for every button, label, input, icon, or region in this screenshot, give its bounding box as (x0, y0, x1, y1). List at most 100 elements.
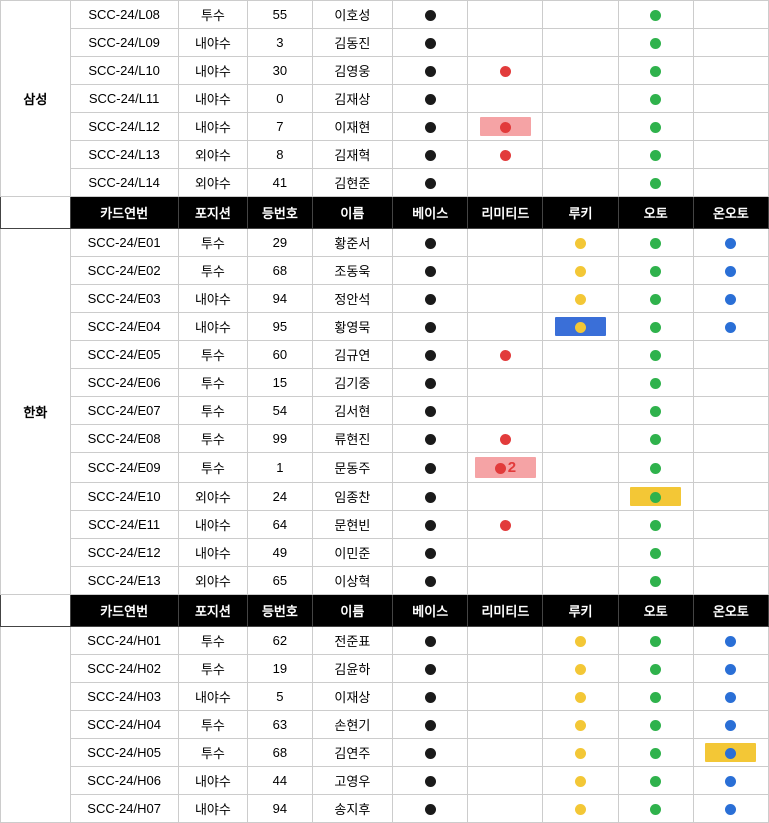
team-cell (1, 627, 71, 823)
auto-cell (618, 655, 693, 683)
auto-cell (618, 567, 693, 595)
num-cell: 68 (248, 739, 312, 767)
rookie-cell (543, 539, 618, 567)
auto-cell (618, 57, 693, 85)
card-cell: SCC-24/E04 (70, 313, 178, 341)
table-row: SCC-24/E07투수54김서현 (1, 397, 769, 425)
header-base: 베이스 (393, 197, 468, 229)
rookie-cell (543, 425, 618, 453)
table-row: SCC-24/L14외야수41김현준 (1, 169, 769, 197)
base-cell (393, 655, 468, 683)
num-cell: 19 (248, 655, 312, 683)
card-table: 삼성SCC-24/L08투수55이호성SCC-24/L09내야수3김동진SCC-… (0, 0, 769, 823)
name-cell: 고영우 (312, 767, 393, 795)
limited-cell (468, 285, 543, 313)
name-cell: 문동주 (312, 453, 393, 483)
base-cell (393, 141, 468, 169)
base-cell (393, 169, 468, 197)
num-cell: 29 (248, 229, 312, 257)
card-cell: SCC-24/L11 (70, 85, 178, 113)
card-cell: SCC-24/H01 (70, 627, 178, 655)
auto-cell (618, 795, 693, 823)
limited-cell (468, 29, 543, 57)
limited-cell (468, 425, 543, 453)
num-cell: 55 (248, 1, 312, 29)
name-cell: 김재혁 (312, 141, 393, 169)
onauto-cell (693, 141, 768, 169)
header-onauto: 온오토 (693, 595, 768, 627)
limited-cell: 2 (468, 453, 543, 483)
num-cell: 7 (248, 113, 312, 141)
num-cell: 63 (248, 711, 312, 739)
table-row: SCC-24/E03내야수94정안석 (1, 285, 769, 313)
rookie-cell (543, 141, 618, 169)
table-row: SCC-24/E12내야수49이민준 (1, 539, 769, 567)
onauto-cell (693, 567, 768, 595)
onauto-cell (693, 711, 768, 739)
card-cell: SCC-24/L14 (70, 169, 178, 197)
base-cell (393, 739, 468, 767)
pos-cell: 내야수 (178, 313, 248, 341)
table-row: SCC-24/H05투수68김연주 (1, 739, 769, 767)
base-cell (393, 313, 468, 341)
name-cell: 조동욱 (312, 257, 393, 285)
limited-cell (468, 511, 543, 539)
card-cell: SCC-24/L12 (70, 113, 178, 141)
base-cell (393, 425, 468, 453)
base-cell (393, 113, 468, 141)
team-cell: 한화 (1, 229, 71, 595)
auto-cell (618, 483, 693, 511)
num-cell: 30 (248, 57, 312, 85)
num-cell: 54 (248, 397, 312, 425)
table-row: SCC-24/L13외야수8김재혁 (1, 141, 769, 169)
table-row: SCC-24/E04내야수95황영묵 (1, 313, 769, 341)
name-cell: 전준표 (312, 627, 393, 655)
header-base: 베이스 (393, 595, 468, 627)
header-name: 이름 (312, 197, 393, 229)
limited-cell (468, 711, 543, 739)
auto-cell (618, 739, 693, 767)
onauto-cell (693, 739, 768, 767)
rookie-cell (543, 1, 618, 29)
header-auto: 오토 (618, 197, 693, 229)
name-cell: 정안석 (312, 285, 393, 313)
pos-cell: 외야수 (178, 567, 248, 595)
header-team: 구단 (1, 595, 71, 627)
auto-cell (618, 511, 693, 539)
name-cell: 황영묵 (312, 313, 393, 341)
table-row: 한화SCC-24/E01투수29황준서 (1, 229, 769, 257)
card-cell: SCC-24/E03 (70, 285, 178, 313)
onauto-cell (693, 57, 768, 85)
table-row: SCC-24/E13외야수65이상혁 (1, 567, 769, 595)
name-cell: 이민준 (312, 539, 393, 567)
table-row: SCC-24/H02투수19김윤하 (1, 655, 769, 683)
card-cell: SCC-24/E09 (70, 453, 178, 483)
num-cell: 60 (248, 341, 312, 369)
card-cell: SCC-24/E12 (70, 539, 178, 567)
onauto-cell (693, 655, 768, 683)
auto-cell (618, 1, 693, 29)
header-pos: 포지션 (178, 197, 248, 229)
rookie-cell (543, 369, 618, 397)
card-cell: SCC-24/H05 (70, 739, 178, 767)
num-cell: 49 (248, 539, 312, 567)
table-row: SCC-24/E10외야수24임종찬 (1, 483, 769, 511)
limited-cell (468, 313, 543, 341)
table-row: SCC-24/E08투수99류현진 (1, 425, 769, 453)
limited-cell (468, 655, 543, 683)
pos-cell: 내야수 (178, 539, 248, 567)
pos-cell: 내야수 (178, 85, 248, 113)
base-cell (393, 683, 468, 711)
auto-cell (618, 229, 693, 257)
pos-cell: 내야수 (178, 113, 248, 141)
base-cell (393, 711, 468, 739)
pos-cell: 투수 (178, 453, 248, 483)
header-onauto: 온오토 (693, 197, 768, 229)
base-cell (393, 511, 468, 539)
num-cell: 94 (248, 795, 312, 823)
header-rookie: 루키 (543, 197, 618, 229)
onauto-cell (693, 539, 768, 567)
onauto-cell (693, 627, 768, 655)
auto-cell (618, 29, 693, 57)
name-cell: 송지후 (312, 795, 393, 823)
